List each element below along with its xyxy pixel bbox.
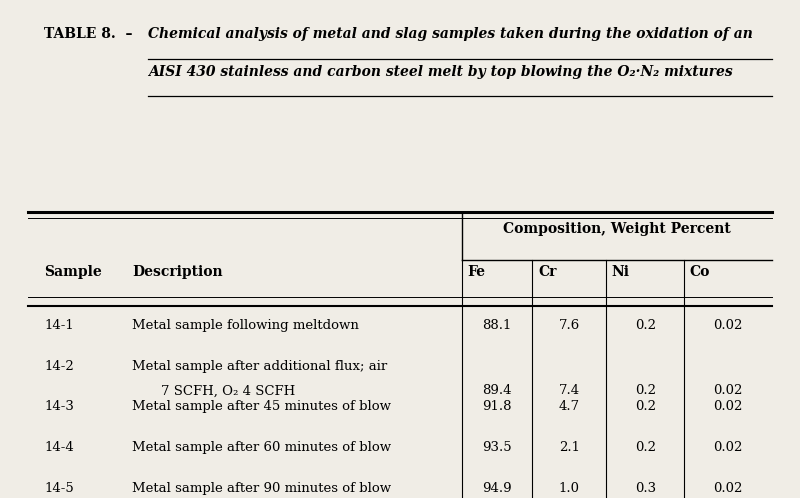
- Text: Ni: Ni: [611, 265, 629, 279]
- Text: Co: Co: [690, 265, 710, 279]
- Text: 7.4: 7.4: [558, 384, 580, 397]
- Text: Metal sample after 60 minutes of blow: Metal sample after 60 minutes of blow: [132, 441, 391, 454]
- Text: 0.02: 0.02: [714, 441, 742, 454]
- Text: 93.5: 93.5: [482, 441, 512, 454]
- Text: 0.2: 0.2: [634, 400, 656, 413]
- Text: Metal sample following meltdown: Metal sample following meltdown: [132, 319, 359, 332]
- Text: 4.7: 4.7: [558, 400, 580, 413]
- Text: 0.02: 0.02: [714, 384, 742, 397]
- Text: 89.4: 89.4: [482, 384, 512, 397]
- Text: 14-3: 14-3: [44, 400, 74, 413]
- Text: 7.6: 7.6: [558, 319, 580, 332]
- Text: 0.2: 0.2: [634, 384, 656, 397]
- Text: Metal sample after 45 minutes of blow: Metal sample after 45 minutes of blow: [132, 400, 391, 413]
- Text: 14-5: 14-5: [44, 482, 74, 495]
- Text: 0.02: 0.02: [714, 482, 742, 495]
- Text: 7 SCFH, O₂ 4 SCFH: 7 SCFH, O₂ 4 SCFH: [144, 384, 295, 397]
- Text: 14-2: 14-2: [44, 360, 74, 373]
- Text: Sample: Sample: [44, 265, 102, 279]
- Text: 0.02: 0.02: [714, 319, 742, 332]
- Text: Metal sample after 90 minutes of blow: Metal sample after 90 minutes of blow: [132, 482, 391, 495]
- Text: Description: Description: [132, 265, 222, 279]
- Text: Fe: Fe: [467, 265, 485, 279]
- Text: 0.2: 0.2: [634, 319, 656, 332]
- Text: 0.02: 0.02: [714, 400, 742, 413]
- Text: 1.0: 1.0: [558, 482, 580, 495]
- Text: AISI 430 stainless and carbon steel melt by top blowing the O₂·N₂ mixtures: AISI 430 stainless and carbon steel melt…: [148, 65, 733, 79]
- Text: 0.3: 0.3: [634, 482, 656, 495]
- Text: Metal sample after additional flux; air: Metal sample after additional flux; air: [132, 360, 387, 373]
- Text: Chemical analysis of metal and slag samples taken during the oxidation of an: Chemical analysis of metal and slag samp…: [148, 27, 753, 41]
- Text: Cr: Cr: [539, 265, 557, 279]
- Text: 14-4: 14-4: [44, 441, 74, 454]
- Text: 94.9: 94.9: [482, 482, 512, 495]
- Text: 88.1: 88.1: [482, 319, 512, 332]
- Text: 14-1: 14-1: [44, 319, 74, 332]
- Text: Composition, Weight Percent: Composition, Weight Percent: [503, 222, 731, 236]
- Text: 2.1: 2.1: [558, 441, 580, 454]
- Text: 91.8: 91.8: [482, 400, 512, 413]
- Text: 0.2: 0.2: [634, 441, 656, 454]
- Text: TABLE 8.  –: TABLE 8. –: [44, 27, 133, 41]
